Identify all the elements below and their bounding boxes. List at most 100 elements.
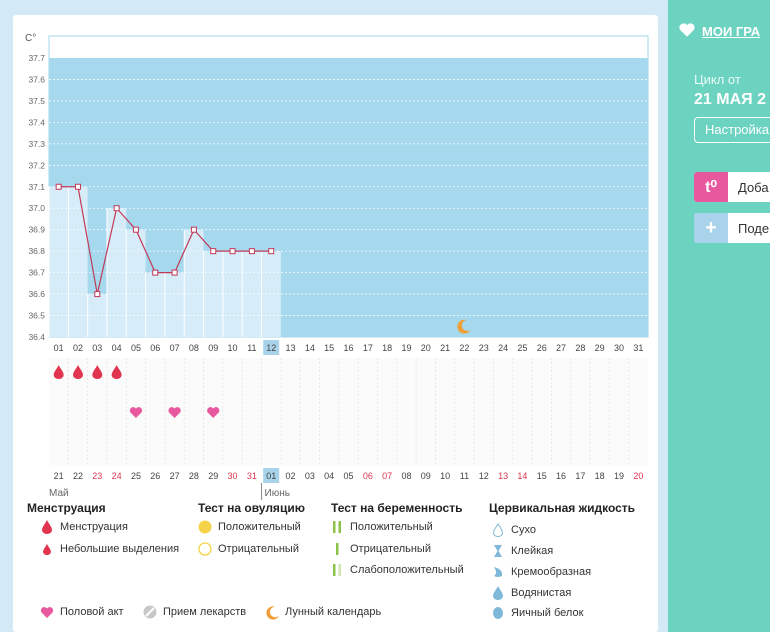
cycle-day-label: 22	[459, 343, 469, 353]
cycle-day-label: 29	[595, 343, 605, 353]
y-tick-label: 37.1	[28, 182, 45, 192]
past-day-column	[126, 229, 146, 337]
calendar-date-label: 26	[150, 471, 160, 481]
past-day-column	[184, 229, 204, 337]
double-bar-icon	[329, 519, 345, 535]
cycle-day-label: 16	[343, 343, 353, 353]
temperature-point	[152, 269, 159, 276]
cycle-day-label: 01	[54, 343, 64, 353]
calendar-date-label: 22	[73, 471, 83, 481]
settings-button[interactable]: Настройка	[694, 117, 770, 143]
calendar-date-label: 15	[537, 471, 547, 481]
cycle-day-label: 14	[305, 343, 315, 353]
legend-pregnancy-positive: Положительный	[329, 519, 433, 535]
legend-label: Половой акт	[60, 606, 124, 618]
legend-label: Слабоположительный	[350, 564, 464, 576]
legend-label: Кремообразная	[511, 566, 592, 578]
intercourse-heart-icon	[129, 407, 143, 418]
intercourse-heart-icon	[168, 407, 181, 418]
cycle-day-label: 27	[556, 343, 566, 353]
legend-label: Яичный белок	[511, 607, 584, 619]
legend-cervical-watery: Водянистая	[490, 585, 571, 601]
y-tick-label: 36.8	[28, 246, 45, 256]
share-button[interactable]: + Поде	[694, 213, 770, 243]
y-tick-label: 37.5	[28, 96, 45, 106]
my-charts-label: МОИ ГРА	[702, 24, 761, 39]
temperature-point	[229, 248, 236, 255]
legend-cervical-creamy: Кремообразная	[490, 564, 591, 580]
calendar-date-label: 10	[440, 471, 450, 481]
calendar-date-label: 20	[633, 471, 643, 481]
legend-label: Лунный календарь	[285, 606, 382, 618]
temperature-chart: 36.4 36.5 36.6 36.7 36.8 36.9 37.0 37.1 37.2 37.3…	[25, 33, 649, 500]
calendar-date-label: 30	[228, 471, 238, 481]
cycle-day-label: 31	[633, 343, 643, 353]
calendar-date-label: 24	[112, 471, 122, 481]
share-label: Поде	[738, 220, 770, 236]
calendar-date-label: 17	[575, 471, 585, 481]
cycle-day-label: 30	[614, 343, 624, 353]
cycle-day-label: 18	[382, 343, 392, 353]
egg-white-icon	[490, 605, 506, 621]
calendar-date-label: 25	[131, 471, 141, 481]
heart-icon	[39, 604, 55, 620]
y-tick-label: 37.4	[28, 117, 45, 127]
temperature-icon: t⁰	[694, 172, 728, 202]
cycle-day-label: 19	[401, 343, 411, 353]
legend-label: Положительный	[218, 521, 301, 533]
month-label: Июнь	[265, 488, 290, 499]
legend-label: Небольшие выделения	[60, 543, 180, 555]
legend-ovulation-positive: Положительный	[197, 519, 301, 535]
temperature-line	[58, 186, 272, 295]
legend-label: Клейкая	[511, 545, 554, 557]
calendar-date-label: 03	[305, 471, 315, 481]
legend-pregnancy-weak: Слабоположительный	[329, 562, 464, 578]
events-area	[49, 358, 648, 465]
cycle-day-label: 17	[363, 343, 373, 353]
calendar-date-label: 21	[54, 471, 64, 481]
chart-card: 36.4 36.5 36.6 36.7 36.8 36.9 37.0 37.1 37.2 37.3…	[13, 15, 658, 632]
legend-pregnancy-title: Тест на беременность	[331, 501, 463, 515]
cycle-day-label: 13	[286, 343, 296, 353]
heart-icon	[678, 22, 696, 41]
legend-intercourse: Половой акт	[39, 604, 124, 620]
cycle-day-label: 09	[208, 343, 218, 353]
legend-pregnancy-negative: Отрицательный	[329, 541, 431, 557]
legend-label: Положительный	[350, 521, 433, 533]
y-tick-label: 37.6	[28, 74, 45, 84]
cycle-day-label: 03	[92, 343, 102, 353]
legend-spotting: Небольшие выделения	[39, 541, 179, 557]
calendar-date-label: 06	[363, 471, 373, 481]
calendar-date-label: 02	[286, 471, 296, 481]
cycle-day-label: 24	[498, 343, 508, 353]
cycle-day-label: 06	[150, 343, 160, 353]
legend-menstruation-title: Менструация	[27, 501, 106, 515]
y-unit-label: C°	[25, 33, 36, 44]
past-day-column	[145, 272, 165, 337]
cycle-day-label: 08	[189, 343, 199, 353]
cycle-day-label: 07	[170, 343, 180, 353]
y-tick-label: 37.3	[28, 139, 45, 149]
calendar-date-label: 29	[208, 471, 218, 481]
my-charts-link[interactable]: МОИ ГРА	[678, 22, 760, 41]
menstruation-drop-icon	[72, 365, 83, 379]
calendar-date-label: 09	[421, 471, 431, 481]
small-drop-icon	[39, 541, 55, 557]
menstruation-drop-icon	[111, 365, 122, 379]
past-day-column	[106, 208, 127, 337]
legend-label: Водянистая	[511, 587, 572, 599]
menstruation-drop-icon	[53, 365, 64, 379]
legend-cervical-sticky: Клейкая	[490, 543, 553, 559]
add-temperature-button[interactable]: t⁰ Доба	[694, 172, 770, 202]
month-label: Май	[49, 488, 69, 499]
temperature-point	[268, 248, 275, 255]
temperature-point	[94, 291, 101, 298]
y-tick-label: 36.4	[28, 332, 45, 342]
intercourse-heart-icon	[207, 407, 220, 418]
legend-medication: Прием лекарств	[142, 604, 246, 620]
legend-ovulation-title: Тест на овуляцию	[198, 501, 305, 515]
y-tick-label: 36.5	[28, 311, 45, 321]
calendar-date-label: 12	[479, 471, 489, 481]
cycle-day-label: 15	[324, 343, 334, 353]
empty-drop-icon	[490, 522, 506, 538]
